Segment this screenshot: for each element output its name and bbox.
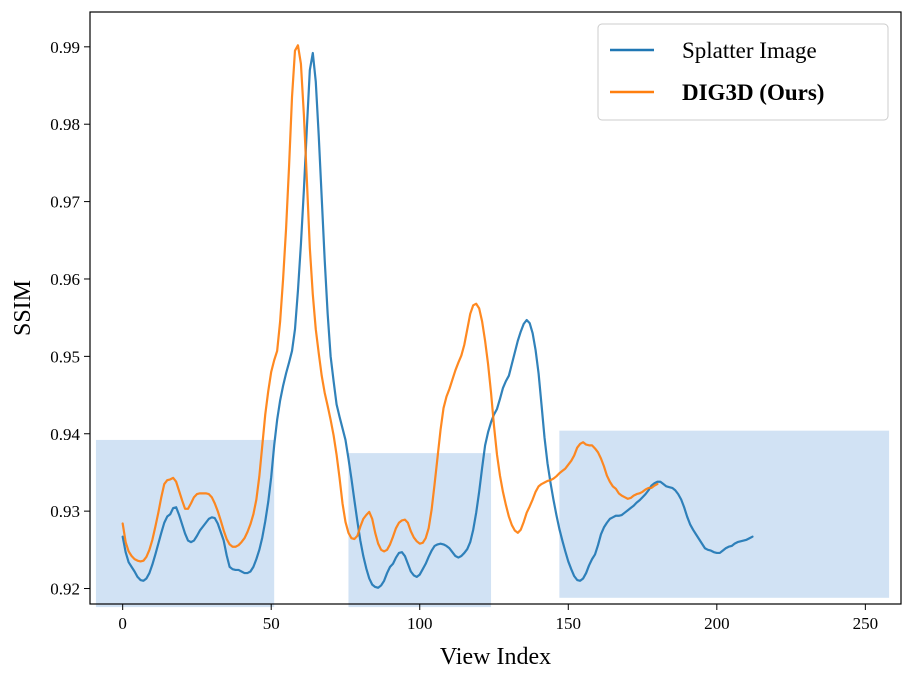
x-tick-label: 200 [704, 614, 730, 633]
y-tick-label: 0.97 [50, 193, 80, 212]
y-tick-label: 0.96 [50, 270, 80, 289]
y-tick-label: 0.93 [50, 502, 80, 521]
highlight-region-3 [559, 430, 890, 598]
plot-frame [89, 11, 902, 605]
highlight-region-1 [95, 439, 275, 608]
y-tick-label: 0.92 [50, 580, 80, 599]
x-tick-label: 150 [556, 614, 582, 633]
y-axis-label: SSIM [10, 280, 36, 336]
legend-box [597, 23, 889, 121]
series-lines [121, 44, 754, 589]
y-tick-label: 0.98 [50, 115, 80, 134]
highlight-region-2 [348, 453, 492, 608]
highlight-regions [95, 430, 890, 608]
y-tick-label: 0.99 [50, 38, 80, 57]
y-tick-label: 0.95 [50, 347, 80, 366]
legend-label-1: Splatter Image [682, 38, 817, 63]
x-axis-ticks: 0 50 100 150 200 250 [118, 604, 878, 633]
x-axis-label: View Index [440, 644, 551, 670]
y-tick-label: 0.94 [50, 425, 80, 444]
series-line-2 [121, 44, 659, 563]
legend-label-2: DIG3D (Ours) [682, 80, 824, 105]
y-axis-ticks: 0.92 0.93 0.94 0.95 0.96 0.97 0.98 0.99 [50, 38, 90, 599]
x-tick-label: 250 [853, 614, 879, 633]
series-line-1 [121, 51, 754, 589]
x-tick-label: 50 [263, 614, 280, 633]
x-tick-label: 0 [118, 614, 127, 633]
x-tick-label: 100 [407, 614, 433, 633]
legend: Splatter Image DIG3D (Ours) [597, 23, 889, 121]
